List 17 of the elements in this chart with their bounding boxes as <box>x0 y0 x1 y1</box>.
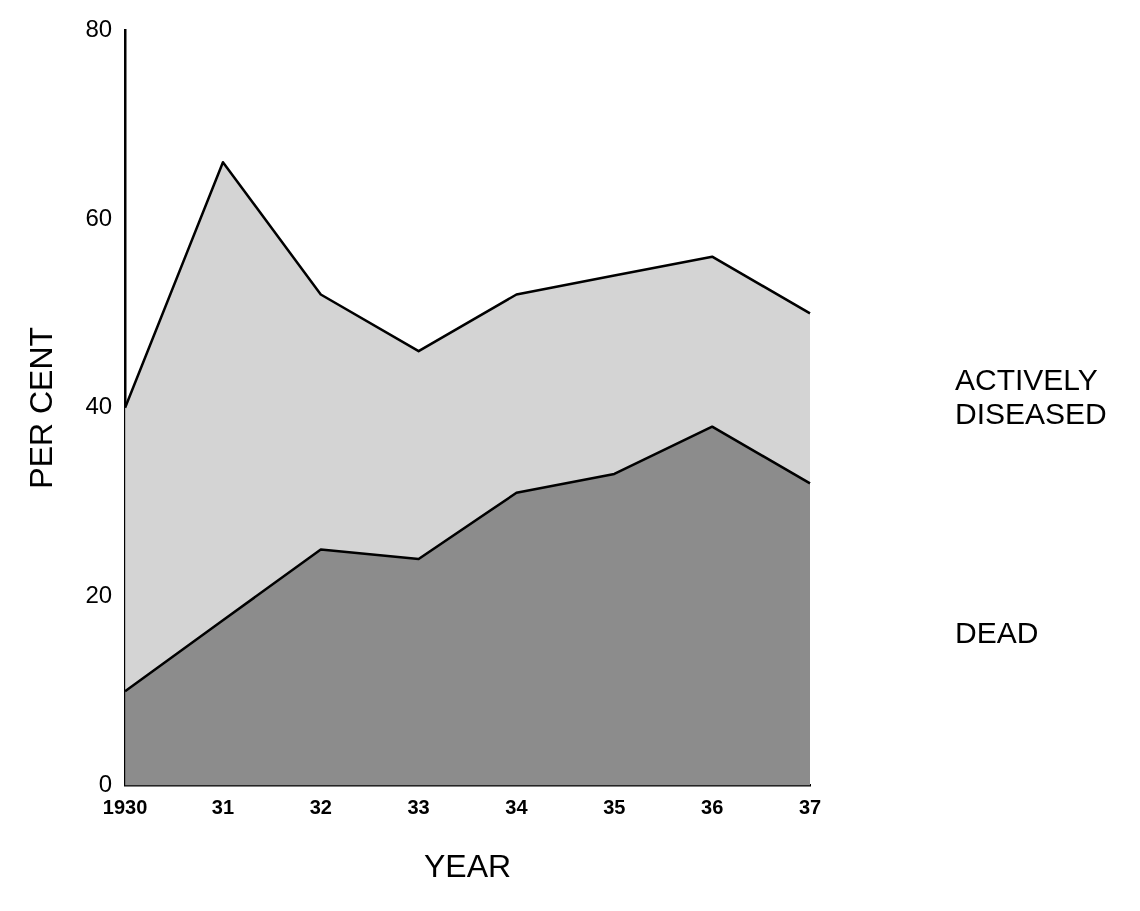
x-tick-label: 31 <box>211 796 235 819</box>
x-tick-label: 33 <box>407 796 430 819</box>
y-tick-label: 20 <box>85 581 113 609</box>
text: DEAD <box>955 615 1039 649</box>
x-tick-label: 35 <box>603 796 626 819</box>
x-tick-label: 32 <box>309 796 332 819</box>
y-tick-label: 40 <box>85 392 113 420</box>
y-tick-label: 0 <box>98 770 113 798</box>
x-tick-label: 37 <box>798 796 822 819</box>
x-tick-label: 36 <box>701 796 724 819</box>
x-tick-label: 34 <box>505 796 529 819</box>
x-axis-title: YEAR <box>423 847 512 884</box>
x-tick-label: 1930 <box>102 796 148 819</box>
y-tick-label: 60 <box>85 203 113 231</box>
y-axis-title: PER CENT <box>23 326 60 489</box>
y-tick-label: 80 <box>85 14 113 42</box>
text: ACTIVELY DISEASED <box>955 362 1107 430</box>
